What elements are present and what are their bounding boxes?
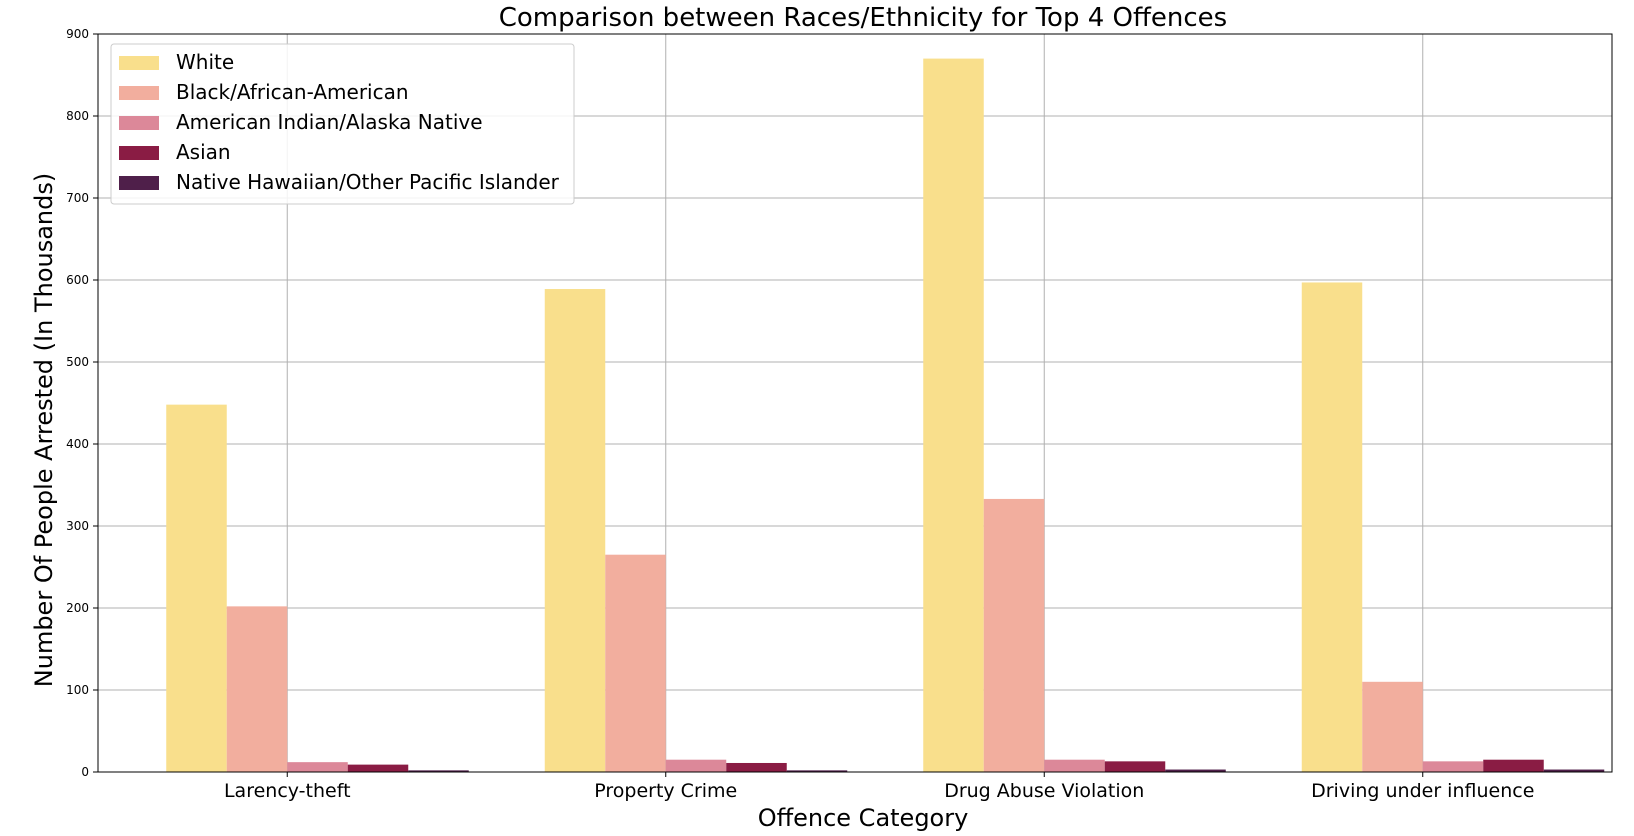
bar-american-indian-alaska-native-property-crime bbox=[665, 759, 727, 772]
bar-native-hawaiian-other-pacific-islander-drug-abuse-violation bbox=[1165, 769, 1226, 772]
bar-asian-driving-under-influence bbox=[1483, 759, 1544, 772]
legend-swatch bbox=[119, 116, 159, 130]
bar-black-african-american-drug-abuse-violation bbox=[983, 498, 1045, 772]
y-axis: 0 100 200 300 400 500 600 700 800 900 bbox=[66, 27, 98, 779]
y-tick-label: 800 bbox=[66, 109, 89, 123]
bar-american-indian-alaska-native-driving-under-influence bbox=[1422, 761, 1484, 772]
bars bbox=[166, 58, 1605, 773]
plot-frame bbox=[97, 33, 1613, 773]
legend-swatch bbox=[119, 146, 159, 160]
y-tick-label: 700 bbox=[66, 191, 89, 205]
legend: White Black/African-American American Indi… bbox=[110, 43, 575, 205]
bar-white-driving-under-influence bbox=[1301, 282, 1363, 772]
chart-title: Comparison between Races/Ethnicity for T… bbox=[499, 3, 1227, 33]
legend-label: American Indian/Alaska Native bbox=[176, 110, 483, 134]
x-tick-label: Property Crime bbox=[594, 780, 737, 802]
x-tick-label: Driving under influence bbox=[1311, 780, 1534, 802]
bar-black-african-american-driving-under-influence bbox=[1362, 681, 1423, 772]
legend-label: Black/African-American bbox=[176, 80, 409, 104]
y-tick-label: 0 bbox=[81, 765, 89, 779]
y-tick-label: 600 bbox=[66, 273, 89, 287]
legend-label: Native Hawaiian/Other Pacific Islander bbox=[176, 170, 560, 194]
x-tick-label: Drug Abuse Violation bbox=[944, 780, 1144, 802]
bar-native-hawaiian-other-pacific-islander-property-crime bbox=[786, 770, 848, 772]
bar-white-drug-abuse-violation bbox=[923, 58, 984, 773]
bar-american-indian-alaska-native-larency-theft bbox=[287, 762, 348, 772]
legend-label: Asian bbox=[176, 140, 231, 164]
y-tick-label: 100 bbox=[66, 683, 89, 697]
y-tick-label: 300 bbox=[66, 519, 89, 533]
bar-white-property-crime bbox=[544, 289, 606, 772]
bar-asian-larency-theft bbox=[347, 764, 409, 772]
bar-asian-property-crime bbox=[726, 762, 787, 772]
y-tick-label: 200 bbox=[66, 601, 89, 615]
bar-black-african-american-larency-theft bbox=[226, 606, 288, 772]
bar-native-hawaiian-other-pacific-islander-larency-theft bbox=[408, 770, 469, 772]
bar-native-hawaiian-other-pacific-islander-driving-under-influence bbox=[1543, 769, 1605, 772]
legend-swatch bbox=[119, 86, 159, 100]
y-tick-label: 900 bbox=[66, 27, 89, 41]
bar-asian-drug-abuse-violation bbox=[1104, 761, 1166, 772]
bar-white-larency-theft bbox=[166, 404, 227, 772]
legend-box bbox=[110, 43, 575, 205]
x-axis-label: Offence Category bbox=[758, 804, 969, 832]
x-tick-label: Larency-theft bbox=[224, 780, 351, 802]
y-tick-label: 500 bbox=[66, 355, 89, 369]
legend-swatch bbox=[119, 176, 159, 190]
y-axis-label: Number Of People Arrested (In Thousands) bbox=[30, 173, 58, 687]
y-tick-label: 400 bbox=[66, 437, 89, 451]
x-axis: Larency-theft Property Crime Drug Abuse Vi… bbox=[224, 772, 1534, 802]
legend-swatch bbox=[119, 56, 159, 70]
bar-american-indian-alaska-native-drug-abuse-violation bbox=[1044, 759, 1105, 772]
bar-black-african-american-property-crime bbox=[605, 554, 666, 772]
legend-label: White bbox=[176, 50, 234, 74]
